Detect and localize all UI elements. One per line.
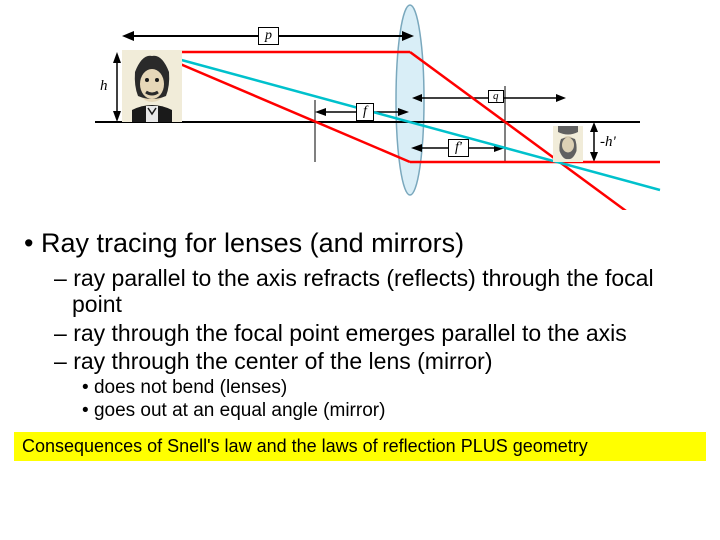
label-f: f (356, 103, 374, 121)
sub-bullet-2: – ray through the focal point emerges pa… (18, 320, 702, 346)
sub-bullet-3: – ray through the center of the lens (mi… (18, 348, 702, 374)
neg-hprime-arrow-top (590, 122, 598, 132)
main-bullet: • Ray tracing for lenses (and mirrors) (18, 228, 702, 259)
main-bullet-text: Ray tracing for lenses (and mirrors) (41, 228, 464, 258)
q-arrow-right (556, 94, 566, 102)
sub3-text: ray through the center of the lens (mirr… (73, 348, 492, 374)
label-fprime: f' (448, 139, 469, 157)
subsub2-text: goes out at an equal angle (mirror) (94, 400, 386, 421)
f-arrow-left (315, 108, 326, 116)
label-h: h (100, 78, 108, 95)
image-portrait (552, 126, 584, 162)
h-arrow-top (113, 52, 121, 63)
sub-sub-bullet-2: • goes out at an equal angle (mirror) (18, 400, 702, 423)
label-q: q (488, 90, 504, 103)
subsub1-text: does not bend (lenses) (94, 377, 287, 398)
sub-bullet-1: – ray parallel to the axis refracts (ref… (18, 265, 702, 318)
sub1-text: ray parallel to the axis refracts (refle… (72, 265, 654, 317)
label-neg-hprime: -h' (600, 134, 616, 151)
p-arrow-left (122, 31, 134, 41)
h-arrow-bottom (113, 111, 121, 122)
label-p: p (258, 27, 279, 45)
text-content: • Ray tracing for lenses (and mirrors) –… (0, 228, 720, 422)
highlight-text: Consequences of Snell's law and the laws… (22, 436, 588, 456)
object-portrait (122, 50, 182, 122)
highlight-bar: Consequences of Snell's law and the laws… (14, 432, 706, 461)
ray-diagram: p q h f f' -h' (0, 0, 720, 210)
neg-hprime-arrow-bottom (590, 152, 598, 162)
sub2-text: ray through the focal point emerges para… (73, 320, 627, 346)
sub-sub-bullet-1: • does not bend (lenses) (18, 377, 702, 400)
